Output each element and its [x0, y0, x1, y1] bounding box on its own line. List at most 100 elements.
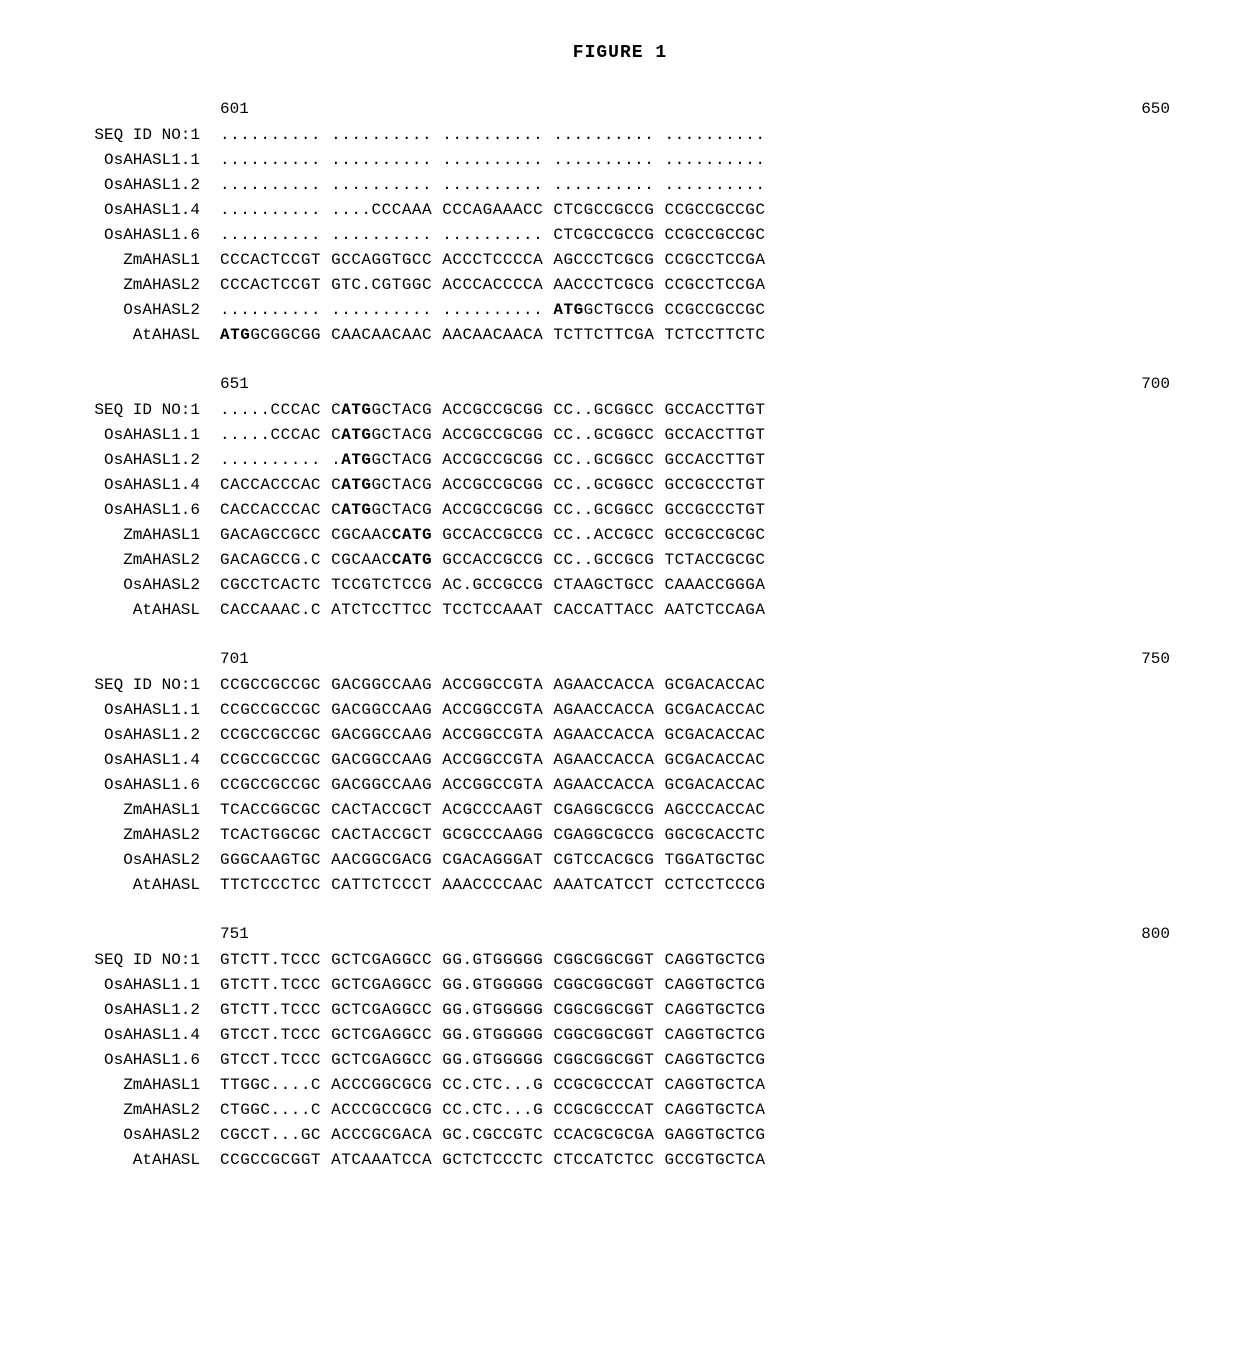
sequence-row: OsAHASL1.2CCGCCGCCGC GACGGCCAAG ACCGGCCG…	[60, 723, 1180, 747]
sequence-label: OsAHASL1.2	[60, 173, 220, 197]
sequence-row: ZmAHASL1TCACCGGCGC CACTACCGCT ACGCCCAAGT…	[60, 798, 1180, 822]
sequence-label: ZmAHASL1	[60, 523, 220, 547]
sequence-data: .......... .ATGGCTACG ACCGCCGCGG CC..GCG…	[220, 448, 1180, 472]
sequence-data: TCACCGGCGC CACTACCGCT ACGCCCAAGT CGAGGCG…	[220, 798, 1180, 822]
position-spacer	[60, 372, 220, 396]
sequence-label: AtAHASL	[60, 873, 220, 897]
sequence-label: OsAHASL1.2	[60, 998, 220, 1022]
sequence-data: GTCCT.TCCC GCTCGAGGCC GG.GTGGGGG CGGCGGC…	[220, 1048, 1180, 1072]
sequence-data: GTCTT.TCCC GCTCGAGGCC GG.GTGGGGG CGGCGGC…	[220, 973, 1180, 997]
sequence-data: CCGCCGCGGT ATCAAATCCA GCTCTCCCTC CTCCATC…	[220, 1148, 1180, 1172]
sequence-row: OsAHASL1.2.......... .ATGGCTACG ACCGCCGC…	[60, 448, 1180, 472]
sequence-label: OsAHASL2	[60, 298, 220, 322]
sequence-data: .....CCCAC CATGGCTACG ACCGCCGCGG CC..GCG…	[220, 398, 1180, 422]
sequence-row: OsAHASL2CGCCT...GC ACCCGCGACA GC.CGCCGTC…	[60, 1123, 1180, 1147]
position-end: 750	[1141, 647, 1180, 671]
sequence-data: CACCAAAC.C ATCTCCTTCC TCCTCCAAAT CACCATT…	[220, 598, 1180, 622]
sequence-data: .......... .......... .......... CTCGCCG…	[220, 223, 1180, 247]
start-codon: ATG	[553, 301, 583, 319]
sequence-data: TTGGC....C ACCCGGCGCG CC.CTC...G CCGCGCC…	[220, 1073, 1180, 1097]
sequence-label: OsAHASL2	[60, 1123, 220, 1147]
sequence-label: OsAHASL1.6	[60, 223, 220, 247]
sequence-data: CCGCCGCCGC GACGGCCAAG ACCGGCCGTA AGAACCA…	[220, 723, 1180, 747]
sequence-label: OsAHASL1.1	[60, 973, 220, 997]
sequence-data: .......... .......... .......... .......…	[220, 148, 1180, 172]
sequence-label: OsAHASL1.6	[60, 1048, 220, 1072]
sequence-data: CACCACCCAC CATGGCTACG ACCGCCGCGG CC..GCG…	[220, 498, 1180, 522]
position-end: 650	[1141, 97, 1180, 121]
start-codon: ATG	[341, 451, 371, 469]
sequence-label: OsAHASL1.4	[60, 748, 220, 772]
position-row: 601650	[60, 97, 1180, 121]
sequence-label: ZmAHASL2	[60, 548, 220, 572]
start-codon: ATG	[341, 401, 371, 419]
position-start: 651	[220, 372, 1141, 396]
sequence-row: AtAHASLTTCTCCCTCC CATTCTCCCT AAACCCCAAC …	[60, 873, 1180, 897]
position-row: 751800	[60, 922, 1180, 946]
sequence-row: OsAHASL1.6CACCACCCAC CATGGCTACG ACCGCCGC…	[60, 498, 1180, 522]
sequence-data: CACCACCCAC CATGGCTACG ACCGCCGCGG CC..GCG…	[220, 473, 1180, 497]
sequence-row: OsAHASL1.2.......... .......... ........…	[60, 173, 1180, 197]
sequence-row: OsAHASL1.6CCGCCGCCGC GACGGCCAAG ACCGGCCG…	[60, 773, 1180, 797]
sequence-label: OsAHASL1.6	[60, 773, 220, 797]
sequence-row: SEQ ID NO:1CCGCCGCCGC GACGGCCAAG ACCGGCC…	[60, 673, 1180, 697]
sequence-label: ZmAHASL1	[60, 1073, 220, 1097]
position-row: 651700	[60, 372, 1180, 396]
figure-title: FIGURE 1	[60, 40, 1180, 67]
start-codon: ATG	[341, 501, 371, 519]
sequence-row: OsAHASL2GGGCAAGTGC AACGGCGACG CGACAGGGAT…	[60, 848, 1180, 872]
sequence-label: OsAHASL1.2	[60, 448, 220, 472]
sequence-data: GGGCAAGTGC AACGGCGACG CGACAGGGAT CGTCCAC…	[220, 848, 1180, 872]
sequence-label: OsAHASL1.4	[60, 473, 220, 497]
start-codon: ATG	[341, 476, 371, 494]
sequence-label: OsAHASL1.1	[60, 148, 220, 172]
sequence-label: OsAHASL1.4	[60, 1023, 220, 1047]
sequence-data: TTCTCCCTCC CATTCTCCCT AAACCCCAAC AAATCAT…	[220, 873, 1180, 897]
sequence-row: AtAHASLCCGCCGCGGT ATCAAATCCA GCTCTCCCTC …	[60, 1148, 1180, 1172]
sequence-alignment: 601650SEQ ID NO:1.......... .......... .…	[60, 97, 1180, 1172]
sequence-row: OsAHASL1.4.......... ....CCCAAA CCCAGAAA…	[60, 198, 1180, 222]
sequence-label: OsAHASL1.4	[60, 198, 220, 222]
sequence-data: CCCACTCCGT GCCAGGTGCC ACCCTCCCCA AGCCCTC…	[220, 248, 1180, 272]
sequence-label: AtAHASL	[60, 323, 220, 347]
sequence-row: OsAHASL1.4GTCCT.TCCC GCTCGAGGCC GG.GTGGG…	[60, 1023, 1180, 1047]
position-end: 800	[1141, 922, 1180, 946]
start-codon: ATG	[220, 326, 250, 344]
sequence-row: AtAHASLATGGCGGCGG CAACAACAAC AACAACAACA …	[60, 323, 1180, 347]
start-codon: ATG	[341, 426, 371, 444]
position-start: 751	[220, 922, 1141, 946]
sequence-row: OsAHASL2.......... .......... ..........…	[60, 298, 1180, 322]
sequence-label: OsAHASL1.2	[60, 723, 220, 747]
sequence-row: OsAHASL1.4CCGCCGCCGC GACGGCCAAG ACCGGCCG…	[60, 748, 1180, 772]
position-spacer	[60, 922, 220, 946]
sequence-label: ZmAHASL1	[60, 798, 220, 822]
sequence-row: ZmAHASL2CCCACTCCGT GTC.CGTGGC ACCCACCCCA…	[60, 273, 1180, 297]
sequence-label: AtAHASL	[60, 1148, 220, 1172]
sequence-data: CCCACTCCGT GTC.CGTGGC ACCCACCCCA AACCCTC…	[220, 273, 1180, 297]
sequence-row: OsAHASL1.1.......... .......... ........…	[60, 148, 1180, 172]
sequence-row: ZmAHASL1TTGGC....C ACCCGGCGCG CC.CTC...G…	[60, 1073, 1180, 1097]
sequence-row: AtAHASLCACCAAAC.C ATCTCCTTCC TCCTCCAAAT …	[60, 598, 1180, 622]
position-end: 700	[1141, 372, 1180, 396]
sequence-row: ZmAHASL2TCACTGGCGC CACTACCGCT GCGCCCAAGG…	[60, 823, 1180, 847]
sequence-label: ZmAHASL1	[60, 248, 220, 272]
sequence-row: OsAHASL1.2GTCTT.TCCC GCTCGAGGCC GG.GTGGG…	[60, 998, 1180, 1022]
sequence-data: GACAGCCG.C CGCAACCATG GCCACCGCCG CC..GCC…	[220, 548, 1180, 572]
sequence-row: SEQ ID NO:1.....CCCAC CATGGCTACG ACCGCCG…	[60, 398, 1180, 422]
position-spacer	[60, 647, 220, 671]
sequence-row: OsAHASL1.1.....CCCAC CATGGCTACG ACCGCCGC…	[60, 423, 1180, 447]
sequence-label: SEQ ID NO:1	[60, 673, 220, 697]
position-start: 601	[220, 97, 1141, 121]
sequence-label: ZmAHASL2	[60, 1098, 220, 1122]
sequence-data: CCGCCGCCGC GACGGCCAAG ACCGGCCGTA AGAACCA…	[220, 698, 1180, 722]
start-codon: CATG	[392, 526, 432, 544]
sequence-data: GTCTT.TCCC GCTCGAGGCC GG.GTGGGGG CGGCGGC…	[220, 998, 1180, 1022]
sequence-label: OsAHASL1.6	[60, 498, 220, 522]
sequence-row: SEQ ID NO:1.......... .......... .......…	[60, 123, 1180, 147]
sequence-row: SEQ ID NO:1GTCTT.TCCC GCTCGAGGCC GG.GTGG…	[60, 948, 1180, 972]
alignment-block: 651700SEQ ID NO:1.....CCCAC CATGGCTACG A…	[60, 372, 1180, 622]
sequence-data: GACAGCCGCC CGCAACCATG GCCACCGCCG CC..ACC…	[220, 523, 1180, 547]
sequence-data: .......... .......... .......... .......…	[220, 123, 1180, 147]
alignment-block: 701750SEQ ID NO:1CCGCCGCCGC GACGGCCAAG A…	[60, 647, 1180, 897]
sequence-row: OsAHASL1.1CCGCCGCCGC GACGGCCAAG ACCGGCCG…	[60, 698, 1180, 722]
